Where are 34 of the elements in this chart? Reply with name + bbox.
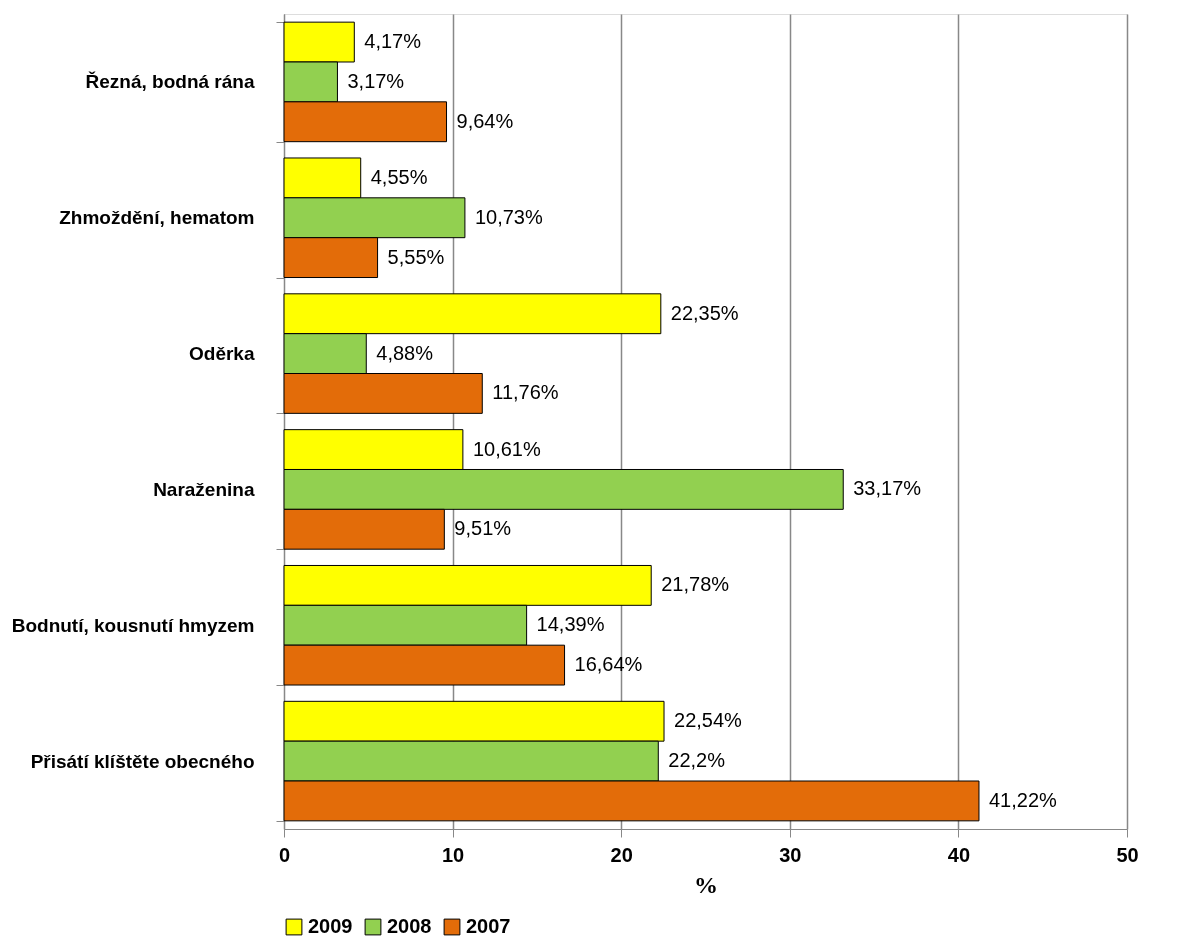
data-label: 9,64% — [456, 109, 514, 132]
data-label: 14,39% — [536, 613, 605, 636]
data-label: 22,54% — [674, 709, 743, 732]
data-label: 9,51% — [454, 517, 512, 540]
x-tick-label: 10 — [441, 843, 465, 866]
x-axis-title: % — [694, 871, 718, 898]
data-label: 4,55% — [370, 165, 428, 188]
x-tick-label: 50 — [1116, 843, 1139, 866]
data-label: 4,17% — [364, 30, 422, 53]
data-label: 33,17% — [853, 477, 922, 500]
x-tick-label: 40 — [947, 843, 971, 866]
data-label: 4,88% — [376, 341, 434, 364]
legend-label: 2007 — [466, 915, 511, 937]
y-tick-label: Přisátí klíštěte obecného — [30, 750, 255, 772]
x-tick-label: 0 — [278, 843, 291, 866]
data-label: 41,22% — [988, 788, 1058, 811]
legend-label: 2009 — [308, 915, 353, 937]
data-label: 3,17% — [347, 69, 405, 92]
y-tick-label: Naraženina — [153, 478, 255, 500]
legend-label: 2008 — [387, 915, 432, 937]
y-tick-label: Řezná, bodná rána — [85, 71, 255, 93]
data-label: 21,78% — [661, 573, 730, 596]
data-label: 10,61% — [472, 437, 541, 460]
data-label: 10,73% — [474, 205, 543, 228]
data-label: 5,55% — [387, 245, 445, 268]
data-label: 16,64% — [574, 653, 643, 676]
y-tick-label: Bodnutí, kousnutí hmyzem — [11, 614, 255, 636]
data-label: 22,2% — [668, 749, 726, 772]
y-tick-label: Zhmoždění, hematom — [59, 207, 255, 229]
data-label: 22,35% — [670, 301, 739, 324]
y-tick-label: Oděrka — [189, 343, 255, 365]
x-tick-label: 20 — [610, 843, 633, 866]
data-label: 11,76% — [492, 381, 559, 404]
x-tick-label: 30 — [779, 843, 802, 866]
